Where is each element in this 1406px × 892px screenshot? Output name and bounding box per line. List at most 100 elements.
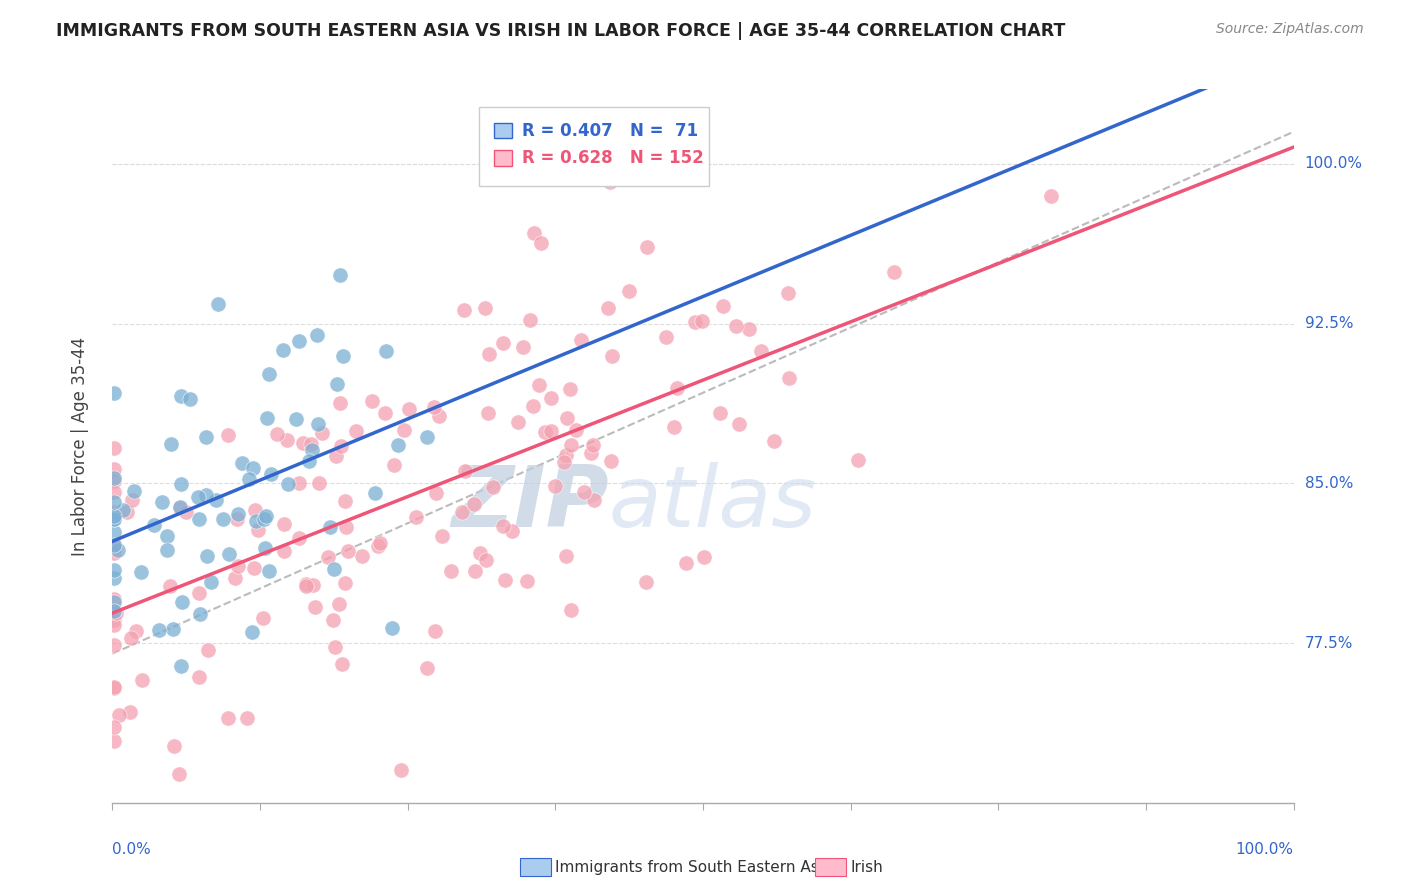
Point xyxy=(259,467,281,482)
Point xyxy=(103,508,125,523)
Point xyxy=(121,493,143,508)
Point xyxy=(416,661,439,675)
Point xyxy=(243,503,266,517)
Point xyxy=(226,559,249,574)
Point xyxy=(778,371,800,385)
Point xyxy=(738,322,761,336)
Point xyxy=(217,428,239,442)
Point xyxy=(318,520,340,534)
Point xyxy=(103,592,125,607)
Point xyxy=(427,409,450,424)
Point xyxy=(273,543,295,558)
Point xyxy=(103,681,125,696)
Point xyxy=(475,553,498,567)
Point xyxy=(257,564,280,578)
Point xyxy=(284,411,307,425)
Point xyxy=(179,392,201,406)
Point xyxy=(323,640,346,655)
Point xyxy=(103,505,125,519)
Text: 85.0%: 85.0% xyxy=(1305,475,1353,491)
Point xyxy=(301,437,323,451)
Point xyxy=(387,438,409,452)
Point xyxy=(374,406,396,420)
Point xyxy=(381,621,404,635)
Point xyxy=(187,512,209,526)
Point xyxy=(103,485,125,500)
Point xyxy=(683,315,706,329)
Point xyxy=(398,401,420,416)
Point xyxy=(103,512,125,526)
Point xyxy=(195,549,218,563)
Point xyxy=(423,400,446,414)
Point xyxy=(247,524,270,538)
Point xyxy=(335,520,357,534)
Point xyxy=(599,454,621,468)
Point xyxy=(522,400,544,414)
Point xyxy=(218,547,240,561)
Point xyxy=(103,441,125,455)
Point xyxy=(243,560,266,574)
Point xyxy=(846,453,869,467)
Point xyxy=(711,299,734,313)
Point xyxy=(103,537,125,551)
Point xyxy=(323,562,346,576)
Point xyxy=(523,227,546,241)
Point xyxy=(344,424,367,438)
Point xyxy=(298,454,321,468)
Point xyxy=(450,505,472,519)
Point xyxy=(416,429,439,443)
Point xyxy=(162,622,184,636)
Point xyxy=(330,439,353,453)
Point xyxy=(188,586,211,600)
Point xyxy=(103,462,125,476)
Point xyxy=(477,406,499,420)
Point xyxy=(636,240,658,254)
Point xyxy=(111,503,134,517)
Point xyxy=(540,424,562,438)
Point xyxy=(103,680,125,694)
Point xyxy=(187,490,209,504)
Point xyxy=(557,411,579,425)
Point xyxy=(453,303,475,318)
Point xyxy=(148,623,170,637)
Point xyxy=(335,576,357,591)
Point xyxy=(361,394,384,409)
Point xyxy=(236,711,259,725)
Point xyxy=(273,343,295,357)
Point xyxy=(131,673,153,687)
Point xyxy=(103,617,125,632)
Point xyxy=(103,604,125,618)
Point xyxy=(103,524,125,539)
Point xyxy=(332,349,354,363)
Point xyxy=(560,602,582,616)
Point xyxy=(240,624,263,639)
Point xyxy=(655,329,678,343)
Point xyxy=(516,574,538,588)
Point xyxy=(238,472,260,486)
Point xyxy=(508,415,530,429)
Point xyxy=(308,476,330,491)
Point xyxy=(405,510,427,524)
Point xyxy=(534,425,557,440)
Point xyxy=(665,381,688,395)
Point xyxy=(311,425,333,440)
Point xyxy=(582,493,605,508)
Point xyxy=(294,577,316,591)
Point xyxy=(104,606,127,620)
Point xyxy=(103,613,125,627)
Point xyxy=(117,505,139,519)
Point xyxy=(333,493,356,508)
Point xyxy=(143,518,166,533)
Point xyxy=(693,549,716,564)
Point xyxy=(107,543,129,558)
Point xyxy=(883,265,905,279)
Point xyxy=(159,579,181,593)
Text: Immigrants from South Eastern Asia: Immigrants from South Eastern Asia xyxy=(555,860,832,874)
Point xyxy=(544,479,567,493)
Point xyxy=(474,301,496,315)
Point xyxy=(103,471,125,485)
Point xyxy=(125,624,148,639)
Point xyxy=(690,313,713,327)
Point xyxy=(169,766,191,780)
Text: R = 0.628   N = 152: R = 0.628 N = 152 xyxy=(522,149,703,167)
